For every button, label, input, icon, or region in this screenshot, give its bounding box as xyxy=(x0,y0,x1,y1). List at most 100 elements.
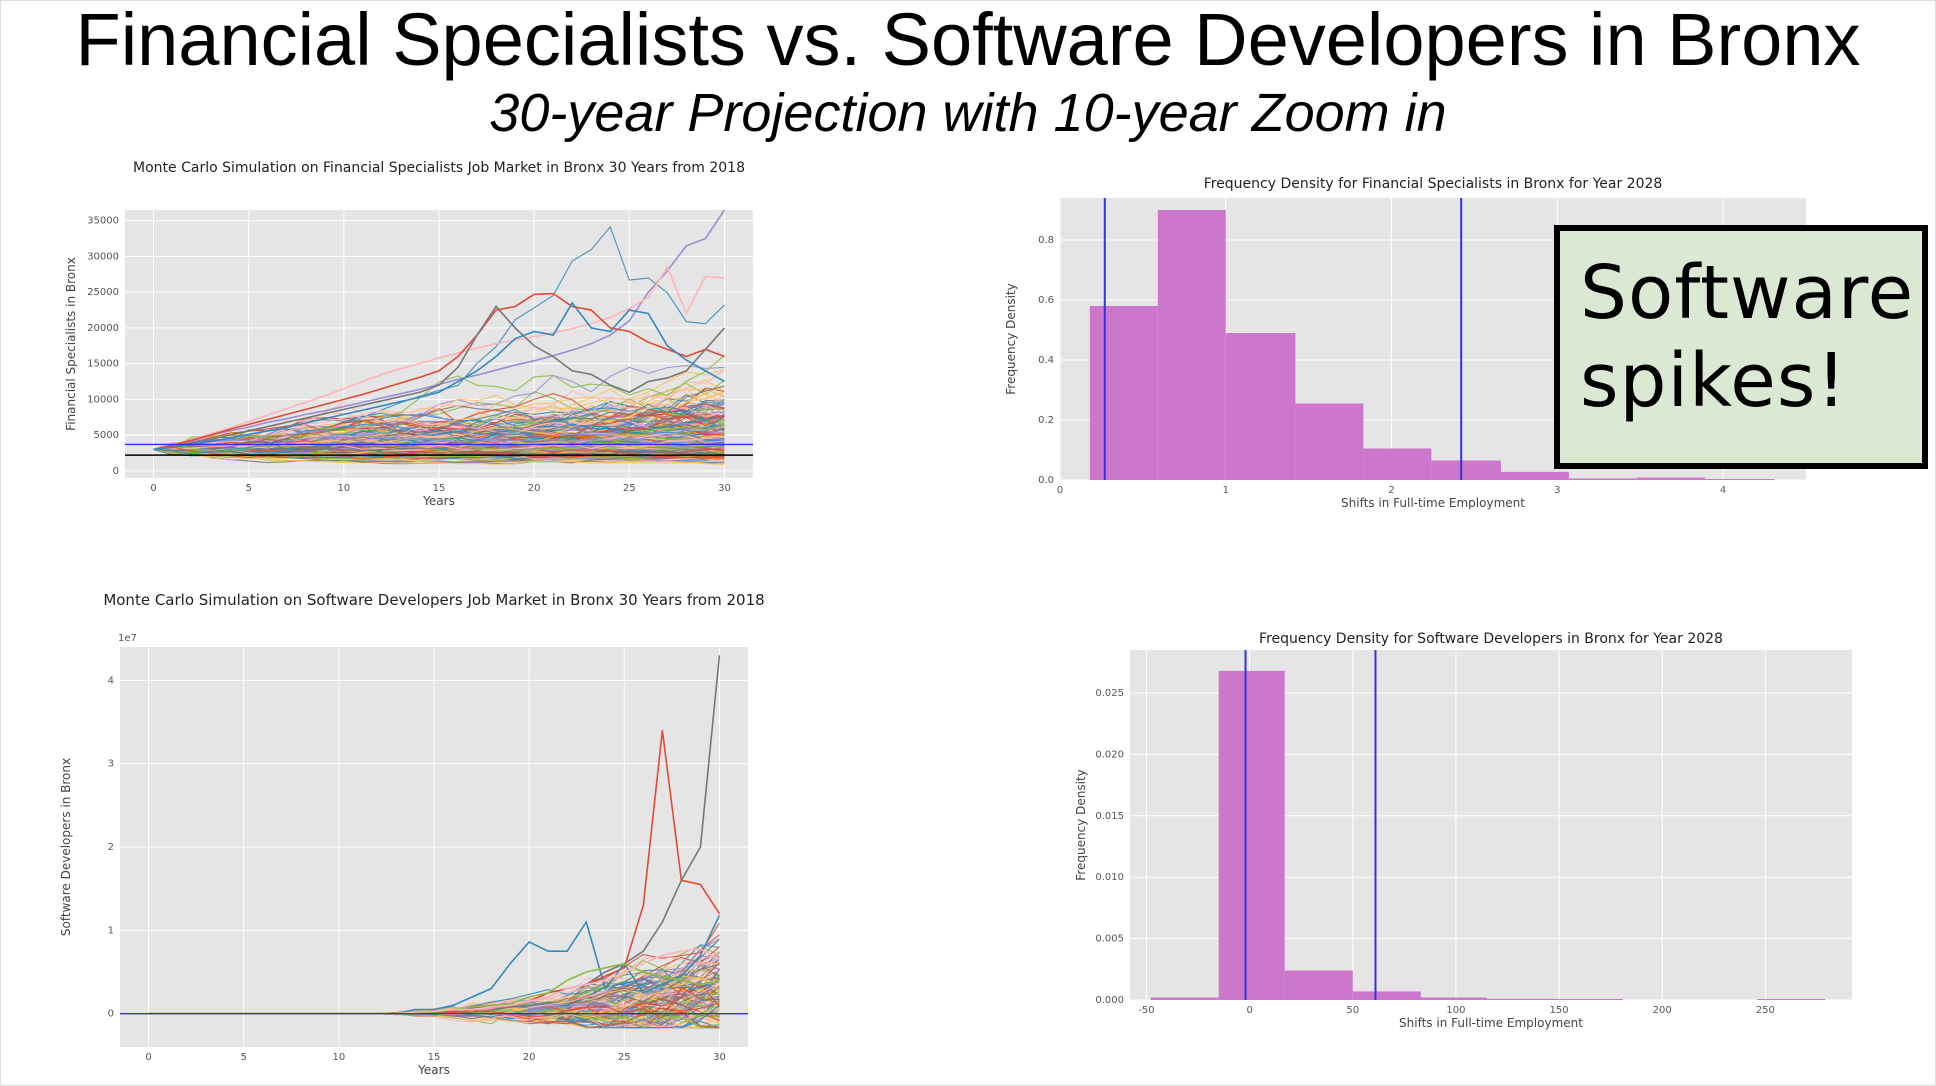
y-tick-label: 2 xyxy=(108,842,114,853)
x-axis-label: Shifts in Full-time Employment xyxy=(1341,496,1525,510)
x-tick-label: 0 xyxy=(150,483,156,494)
x-tick-label: 1 xyxy=(1223,485,1229,496)
histogram-bar xyxy=(1284,970,1353,1000)
x-tick-label: 50 xyxy=(1346,1005,1359,1016)
x-tick-label: 250 xyxy=(1756,1005,1775,1016)
histogram-bar xyxy=(1431,460,1501,480)
plot-content xyxy=(1089,198,1775,480)
highlight-series-line xyxy=(153,265,725,451)
x-tick-label: 5 xyxy=(246,483,252,494)
y-tick-label: 3 xyxy=(108,759,114,770)
x-tick-label: 150 xyxy=(1550,1005,1569,1016)
plot-content xyxy=(1150,650,1826,1000)
simulated-series-line xyxy=(153,413,725,452)
y-tick-label: 0.0 xyxy=(1038,475,1054,486)
histogram-bar xyxy=(1295,403,1364,480)
y-tick-label: 0.2 xyxy=(1038,415,1054,426)
y-tick-label: 0.000 xyxy=(1095,995,1124,1006)
plot-content xyxy=(120,655,748,1029)
simulated-series-line xyxy=(153,448,725,465)
histogram-bar xyxy=(1352,991,1421,1000)
chart-title: Monte Carlo Simulation on Financial Spec… xyxy=(133,160,745,176)
plot-content xyxy=(125,210,753,466)
x-tick-label: 30 xyxy=(718,483,731,494)
histogram-bar xyxy=(1089,306,1158,480)
y-tick-label: 15000 xyxy=(87,359,119,370)
chart-title: Frequency Density for Financial Speciali… xyxy=(1204,176,1663,192)
simulated-series-line xyxy=(153,440,725,455)
x-tick-label: 100 xyxy=(1446,1005,1465,1016)
histogram-bar xyxy=(1568,478,1637,480)
simulated-series-line xyxy=(153,401,725,455)
histogram-bar xyxy=(1486,998,1555,1000)
simulated-series-line xyxy=(153,424,725,452)
simulated-series-line xyxy=(153,448,725,461)
highlight-series-line xyxy=(153,301,725,451)
histogram-bar xyxy=(1157,210,1226,480)
software-developers-line-chart: Monte Carlo Simulation on Software Devel… xyxy=(59,591,765,1077)
x-tick-label: 0 xyxy=(145,1052,151,1063)
x-tick-label: -50 xyxy=(1138,1005,1154,1016)
y-tick-label: 4 xyxy=(108,675,114,686)
financial-specialists-histogram: Frequency Density for Financial Speciali… xyxy=(1004,176,1806,510)
y-tick-label: 30000 xyxy=(87,251,119,262)
x-tick-label: 20 xyxy=(523,1052,536,1063)
histogram-bar xyxy=(1757,999,1826,1000)
y-scale-label: 1e7 xyxy=(118,633,137,644)
x-tick-label: 200 xyxy=(1653,1005,1672,1016)
histogram-bar xyxy=(1704,479,1775,480)
x-tick-label: 0 xyxy=(1057,485,1063,496)
y-tick-label: 0.015 xyxy=(1095,811,1124,822)
y-tick-label: 0.010 xyxy=(1095,872,1124,883)
x-tick-label: 10 xyxy=(332,1052,345,1063)
histogram-bar xyxy=(1420,997,1487,1000)
y-tick-label: 20000 xyxy=(87,323,119,334)
chart-title: Monte Carlo Simulation on Software Devel… xyxy=(103,591,764,609)
slide-title: Financial Specialists vs. Software Devel… xyxy=(75,0,1861,81)
histogram-bar xyxy=(1500,471,1569,480)
x-tick-label: 20 xyxy=(528,483,541,494)
highlight-series-line xyxy=(153,305,726,451)
y-tick-label: 25000 xyxy=(87,287,119,298)
x-axis-label: Years xyxy=(422,494,455,508)
y-tick-label: 0 xyxy=(108,1009,114,1020)
software-spikes-callout: Software spikes! xyxy=(1554,225,1928,469)
y-axis-label: Software Developers in Bronx xyxy=(59,758,73,936)
y-tick-label: 0.8 xyxy=(1038,235,1054,246)
y-tick-label: 0 xyxy=(113,466,119,477)
x-tick-label: 5 xyxy=(241,1052,247,1063)
y-tick-label: 0.020 xyxy=(1095,749,1124,760)
histogram-bar xyxy=(1225,333,1296,480)
histogram-bar xyxy=(1554,999,1624,1000)
y-tick-label: 0.005 xyxy=(1095,934,1124,945)
y-axis-label: Frequency Density xyxy=(1074,769,1088,880)
histogram-bar xyxy=(1218,670,1285,1000)
y-axis-label: Frequency Density xyxy=(1004,283,1018,394)
x-axis-label: Shifts in Full-time Employment xyxy=(1399,1016,1583,1030)
highlight-series-line xyxy=(153,292,725,451)
x-tick-label: 30 xyxy=(713,1052,726,1063)
simulated-series-line xyxy=(153,448,725,466)
x-tick-label: 4 xyxy=(1720,485,1726,496)
simulated-series-line xyxy=(153,426,725,450)
y-tick-label: 1 xyxy=(108,925,114,936)
x-tick-label: 25 xyxy=(618,1052,631,1063)
chart-title: Frequency Density for Software Developer… xyxy=(1259,631,1723,647)
histogram-bar xyxy=(1150,997,1219,1000)
x-tick-label: 10 xyxy=(337,483,350,494)
slide-subtitle: 30-year Projection with 10-year Zoom in xyxy=(489,83,1447,143)
x-tick-label: 15 xyxy=(428,1052,441,1063)
x-tick-label: 15 xyxy=(433,483,446,494)
x-tick-label: 2 xyxy=(1388,485,1394,496)
y-tick-label: 0.4 xyxy=(1038,355,1054,366)
x-tick-label: 0 xyxy=(1246,1005,1252,1016)
simulated-series-line xyxy=(153,393,725,451)
x-tick-label: 25 xyxy=(623,483,636,494)
x-axis-label: Years xyxy=(417,1063,450,1077)
y-tick-label: 35000 xyxy=(87,216,119,227)
y-tick-label: 5000 xyxy=(94,430,119,441)
financial-specialists-line-chart: Monte Carlo Simulation on Financial Spec… xyxy=(64,160,753,508)
y-axis-label: Financial Specialists in Bronx xyxy=(64,257,78,431)
x-tick-label: 3 xyxy=(1554,485,1560,496)
software-developers-histogram: Frequency Density for Software Developer… xyxy=(1074,631,1852,1030)
